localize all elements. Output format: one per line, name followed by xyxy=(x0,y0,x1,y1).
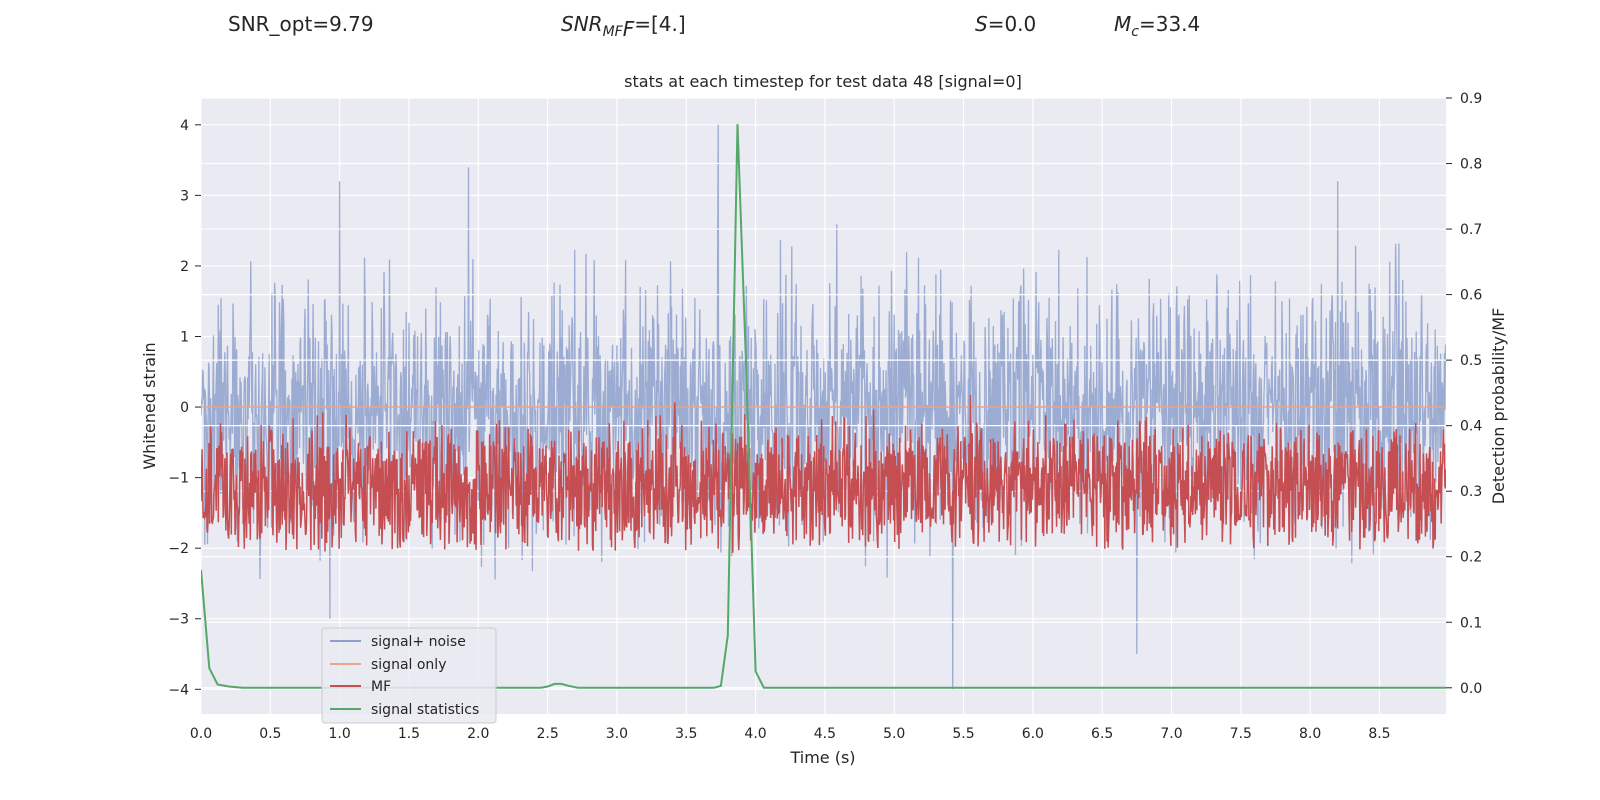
snr-mf-symbol: SNR xyxy=(561,12,603,36)
legend-label-signal-only: signal only xyxy=(371,657,446,673)
x-tick-label: 4.0 xyxy=(744,726,766,742)
x-tick-label: 1.0 xyxy=(329,726,351,742)
snr-mf-value: =[4.] xyxy=(634,12,685,36)
y-tick-label-right: 0.3 xyxy=(1460,484,1482,500)
x-tick-label: 1.5 xyxy=(398,726,420,742)
x-tick-label: 8.0 xyxy=(1299,726,1321,742)
y-axis-label-left: Whitened strain xyxy=(140,342,159,469)
x-tick-label: 2.0 xyxy=(467,726,489,742)
legend-label-signal-statistics: signal statistics xyxy=(371,702,479,718)
y-tick-label-left: 4 xyxy=(180,118,189,134)
legend-label-mf: MF xyxy=(371,679,391,695)
x-tick-labels: 0.0 0.5 1.0 1.5 2.0 2.5 3.0 3.5 4.0 4.5 5.0 5.5 6.0 6… xyxy=(190,726,1391,742)
legend-label-signal-noise: signal+ noise xyxy=(371,634,466,650)
y-tick-label-right: 0.7 xyxy=(1460,222,1482,238)
y-tick-label-left: 1 xyxy=(180,329,189,345)
x-tick-label: 7.5 xyxy=(1230,726,1252,742)
x-tick-label: 6.0 xyxy=(1022,726,1044,742)
x-tick-label: 5.0 xyxy=(883,726,905,742)
y-tick-label-right: 0.8 xyxy=(1460,157,1482,173)
x-tick-label: 2.5 xyxy=(536,726,558,742)
y-tick-label-left: −2 xyxy=(168,541,189,557)
x-tick-label: 3.5 xyxy=(675,726,697,742)
x-tick-label: 0.5 xyxy=(259,726,281,742)
mc-label: Mc=33.4 xyxy=(1114,12,1200,40)
mc-subscript: c xyxy=(1131,24,1139,40)
s-symbol: S xyxy=(975,12,988,36)
y-tick-label-right: 0.1 xyxy=(1460,615,1482,631)
x-axis-label: Time (s) xyxy=(789,748,855,767)
y-tick-label-right: 0.6 xyxy=(1460,288,1482,304)
legend-box xyxy=(321,627,497,724)
y-tick-label-left: −4 xyxy=(168,682,189,698)
y-tick-label-right: 0.0 xyxy=(1460,681,1482,697)
mc-value: =33.4 xyxy=(1139,12,1200,36)
snr-mf-label: SNRMFF=[4.] xyxy=(561,12,686,41)
x-tick-label: 7.0 xyxy=(1160,726,1182,742)
snr-opt-label: SNR_opt=9.79 xyxy=(228,12,374,36)
y-tick-label-right: 0.2 xyxy=(1460,550,1482,566)
legend: signal+ noise signal only MF signal stat… xyxy=(321,627,497,724)
y-tick-label-right: 0.9 xyxy=(1460,91,1482,107)
x-tick-label: 5.5 xyxy=(952,726,974,742)
y-tick-label-left: 3 xyxy=(180,188,189,204)
y-tick-label-left: 0 xyxy=(180,400,189,416)
y-tick-label-right: 0.5 xyxy=(1460,353,1482,369)
y-axis-label-right: Detection probability/MF xyxy=(1489,308,1508,505)
x-tick-label: 4.5 xyxy=(814,726,836,742)
y-tick-label-right: 0.4 xyxy=(1460,419,1482,435)
series-mf-line xyxy=(201,394,1446,553)
s-value: =0.0 xyxy=(988,12,1037,36)
y-tick-label-left: −3 xyxy=(168,612,189,628)
s-label: S=0.0 xyxy=(975,12,1036,36)
snr-mf-subscript: MF xyxy=(603,24,624,40)
y-tick-label-left: 2 xyxy=(180,259,189,275)
y-tick-labels-right: 0.9 0.8 0.7 0.6 0.5 0.4 0.3 0.2 0.1 0.0 xyxy=(1446,91,1482,697)
y-tick-labels-left: 4 3 2 1 0 −1 −2 −3 −4 xyxy=(168,118,201,698)
y-tick-label-left: −1 xyxy=(168,471,189,487)
x-tick-label: 0.0 xyxy=(190,726,212,742)
x-tick-label: 6.5 xyxy=(1091,726,1113,742)
series-signal-statistics-line xyxy=(201,124,1446,689)
x-tick-label: 8.5 xyxy=(1368,726,1390,742)
mc-symbol: M xyxy=(1114,12,1131,36)
x-tick-label: 3.0 xyxy=(606,726,628,742)
chart-title: stats at each timestep for test data 48 … xyxy=(624,72,1022,91)
